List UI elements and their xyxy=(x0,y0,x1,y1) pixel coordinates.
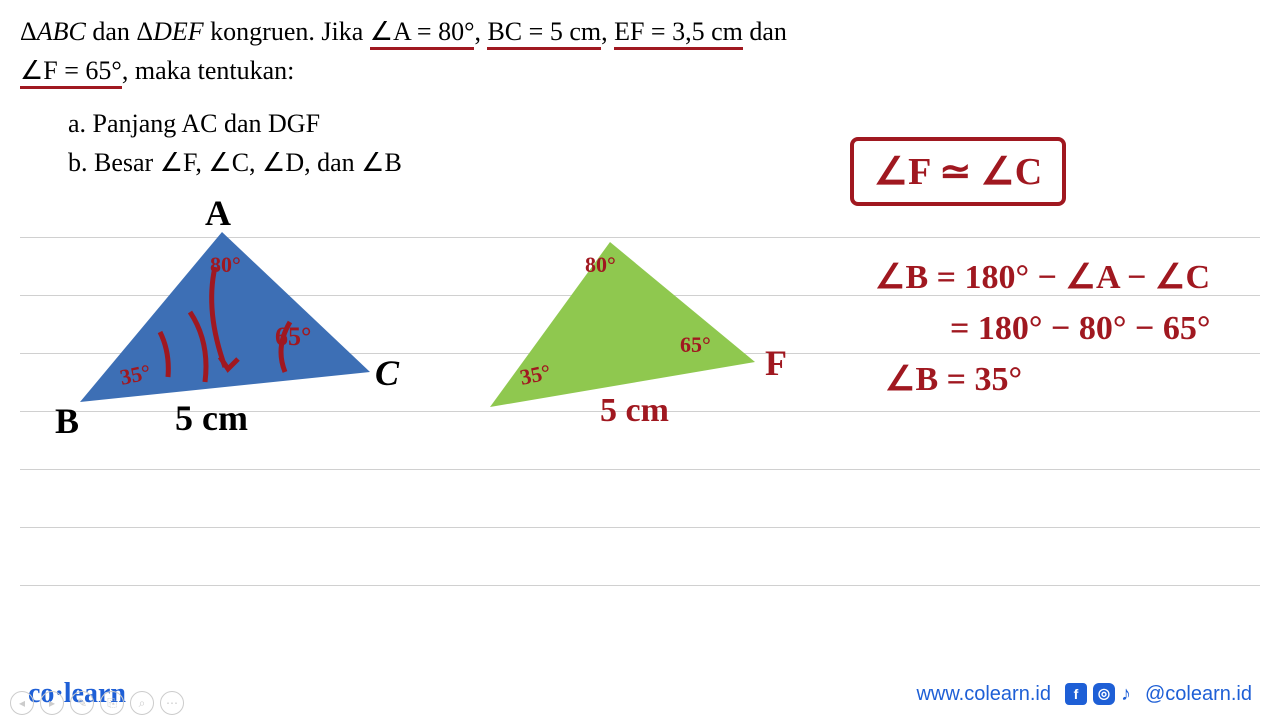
footer-handle: @colearn.id xyxy=(1145,683,1252,706)
diagram-area: A B C 80° 35° 65° 5 cm F 80° 35° 65° 5 c… xyxy=(20,202,1260,502)
label-F: F xyxy=(765,342,787,384)
instagram-icon: ◎ xyxy=(1093,683,1115,705)
underline-ef: EF = 3,5 cm xyxy=(614,17,743,50)
problem-statement: ΔABC dan ΔDEF kongruen. Jika ∠A = 80°, B… xyxy=(20,12,1260,90)
question-a: a. Panjang AC dan DGF xyxy=(68,104,1260,143)
copy-icon[interactable]: ⎘ xyxy=(100,691,124,715)
tri2-angle-top: 80° xyxy=(585,252,616,278)
question-b: b. Besar ∠F, ∠C, ∠D, dan ∠B xyxy=(68,143,1260,182)
tri2-angle-right: 65° xyxy=(680,332,711,358)
label-C: C xyxy=(375,352,399,394)
zoom-icon[interactable]: ⌕ xyxy=(130,691,154,715)
more-icon[interactable]: ⋯ xyxy=(160,691,184,715)
edit-icon[interactable]: ✎ xyxy=(70,691,94,715)
footer-url: www.colearn.id xyxy=(916,683,1051,706)
label-A: A xyxy=(205,192,231,234)
tri1-angle-right: 65° xyxy=(275,322,311,352)
label-B: B xyxy=(55,400,79,442)
work-lines: ∠B = 180° − ∠A − ∠C = 180° − 80° − 65° ∠… xyxy=(875,252,1210,405)
player-controls: ◂ ▸ ✎ ⎘ ⌕ ⋯ xyxy=(10,691,184,715)
tri1-angle-top: 80° xyxy=(210,252,241,278)
underline-angleF: ∠F = 65° xyxy=(20,56,122,89)
prev-icon[interactable]: ◂ xyxy=(10,691,34,715)
boxed-equation: ∠F ≃ ∠C xyxy=(850,137,1066,206)
sub-questions: a. Panjang AC dan DGF b. Besar ∠F, ∠C, ∠… xyxy=(68,104,1260,182)
underline-angleA: ∠A = 80° xyxy=(370,17,475,50)
social-icons: f ◎ ♪ xyxy=(1065,683,1131,706)
footer: co·learn www.colearn.id f ◎ ♪ @colearn.i… xyxy=(0,678,1280,710)
work-line2: = 180° − 80° − 65° xyxy=(950,303,1210,354)
tiktok-icon: ♪ xyxy=(1121,683,1131,706)
tri1-base: 5 cm xyxy=(175,397,248,439)
underline-bc: BC = 5 cm xyxy=(487,17,601,50)
play-icon[interactable]: ▸ xyxy=(40,691,64,715)
work-line3: ∠B = 35° xyxy=(885,354,1210,405)
work-line1: ∠B = 180° − ∠A − ∠C xyxy=(875,252,1210,303)
tri2-base: 5 cm xyxy=(600,392,669,430)
facebook-icon: f xyxy=(1065,683,1087,705)
